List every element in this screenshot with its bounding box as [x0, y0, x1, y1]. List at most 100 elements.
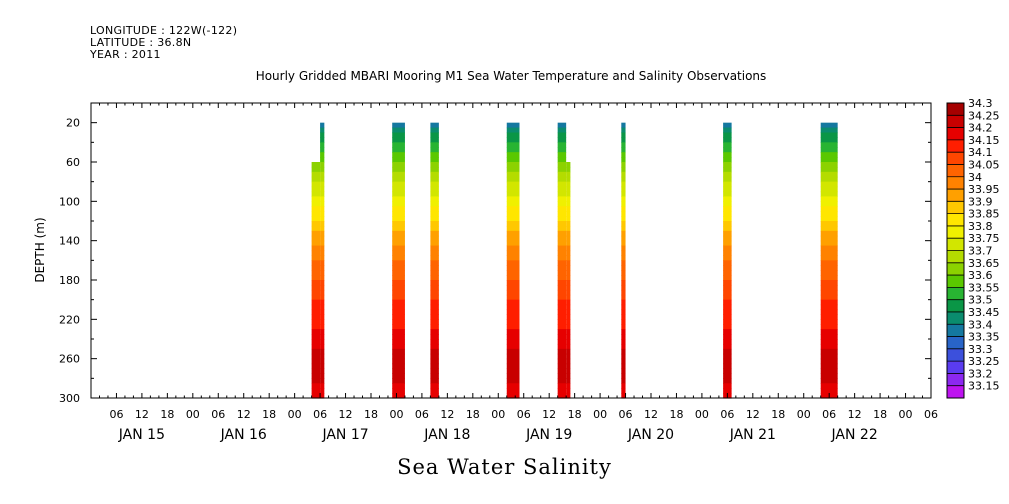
colorbar-swatch — [947, 385, 964, 399]
x-tick-label: 12 — [644, 408, 658, 421]
heatmap-cell — [820, 299, 838, 306]
heatmap-cell — [557, 329, 567, 335]
heatmap-cell — [621, 245, 626, 252]
heatmap-cell — [621, 368, 626, 375]
heatmap-cell — [723, 191, 732, 198]
colorbar-label: 33.9 — [968, 195, 993, 208]
x-tick-label: 00 — [797, 408, 811, 421]
heatmap-cell — [506, 201, 520, 207]
heatmap-cell — [506, 171, 520, 178]
heatmap-cell — [820, 358, 838, 365]
heatmap-cell — [621, 284, 626, 291]
y-tick-label: 140 — [59, 235, 80, 248]
heatmap-cell — [566, 319, 571, 325]
heatmap-cell — [430, 334, 439, 340]
heatmap-cell — [820, 166, 838, 173]
heatmap-cell — [723, 284, 732, 291]
heatmap-cell — [392, 250, 405, 257]
x-day-label: JAN 15 — [118, 427, 165, 443]
heatmap-cell — [430, 348, 439, 355]
longitude-label: LONGITUDE : 122W(-122) — [90, 24, 238, 37]
y-axis-label: DEPTH (m) — [33, 217, 47, 282]
heatmap-cell — [506, 122, 520, 129]
heatmap-cell — [320, 147, 325, 153]
heatmap-cell — [311, 358, 321, 365]
heatmap-cell — [557, 162, 567, 168]
heatmap-cell — [506, 289, 520, 296]
heatmap-cell — [320, 216, 325, 222]
heatmap-cell — [820, 275, 838, 281]
heatmap-cell — [820, 196, 838, 202]
x-tick-label: 00 — [186, 408, 200, 421]
heatmap-cell — [320, 368, 325, 375]
heatmap-cell — [820, 186, 838, 193]
heatmap-cell — [566, 245, 571, 252]
heatmap-cell — [557, 245, 567, 252]
heatmap-cell — [621, 142, 626, 148]
heatmap-cell — [392, 275, 405, 281]
heatmap-cell — [723, 230, 732, 237]
heatmap-cell — [311, 314, 321, 320]
heatmap-cell — [723, 157, 732, 163]
heatmap-cell — [566, 196, 571, 202]
heatmap-cell — [621, 201, 626, 207]
heatmap-cell — [430, 309, 439, 316]
heatmap-cell — [557, 393, 567, 399]
heatmap-cell — [566, 343, 571, 350]
heatmap-cell — [566, 176, 571, 183]
heatmap-cell — [557, 186, 567, 193]
heatmap-cell — [723, 137, 732, 143]
heatmap-cell — [506, 142, 520, 148]
colorbar-swatch — [947, 336, 964, 350]
heatmap-cell — [723, 255, 732, 261]
heatmap-cell — [621, 363, 626, 370]
heatmap-cell — [430, 393, 439, 399]
heatmap-cell — [320, 191, 325, 198]
heatmap-cell — [621, 393, 626, 399]
heatmap-cell — [723, 171, 732, 178]
heatmap-cell — [430, 294, 439, 301]
heatmap-cell — [566, 353, 571, 360]
heatmap-cell — [506, 230, 520, 237]
heatmap-cell — [506, 368, 520, 375]
colorbar-label: 34.25 — [968, 109, 1000, 122]
heatmap-cell — [557, 383, 567, 389]
colorbar-swatch — [947, 213, 964, 227]
heatmap-cell — [566, 162, 571, 168]
heatmap-cell — [430, 368, 439, 375]
heatmap-cell — [320, 122, 325, 129]
y-tick-label: 260 — [59, 353, 80, 366]
heatmap-cell — [506, 255, 520, 261]
heatmap-cell — [311, 309, 321, 316]
heatmap-cell — [392, 201, 405, 207]
colorbar-swatch — [947, 115, 964, 129]
heatmap-cell — [723, 314, 732, 320]
heatmap-cell — [820, 235, 838, 242]
heatmap-cell — [430, 383, 439, 389]
x-tick-label: 18 — [160, 408, 174, 421]
heatmap-cell — [566, 284, 571, 291]
heatmap-cell — [820, 142, 838, 148]
x-axis: 06 12 18 00 06 12 18 00 06 12 18 00 06 12 18 00 06 12 18 00… — [90, 103, 938, 443]
heatmap-cell — [320, 196, 325, 202]
x-tick-label: 18 — [262, 408, 276, 421]
heatmap-cell — [392, 240, 405, 247]
heatmap-cell — [820, 348, 838, 355]
heatmap-cell — [320, 162, 325, 168]
colorbar-label: 33.3 — [968, 343, 993, 356]
heatmap-cell — [723, 265, 732, 271]
heatmap-cell — [311, 265, 321, 271]
heatmap-cell — [430, 270, 439, 276]
heatmap-cell — [311, 245, 321, 252]
heatmap-cell — [621, 171, 626, 178]
heatmap-cell — [723, 378, 732, 384]
heatmap-cell — [621, 348, 626, 355]
colorbar-label: 33.2 — [968, 367, 993, 380]
x-tick-label: 00 — [695, 408, 709, 421]
heatmap-cell — [557, 201, 567, 207]
heatmap-cell — [311, 334, 321, 340]
heatmap-cell — [723, 339, 732, 345]
heatmap-cell — [723, 304, 732, 311]
heatmap-cell — [723, 122, 732, 129]
heatmap-cell — [557, 314, 567, 320]
